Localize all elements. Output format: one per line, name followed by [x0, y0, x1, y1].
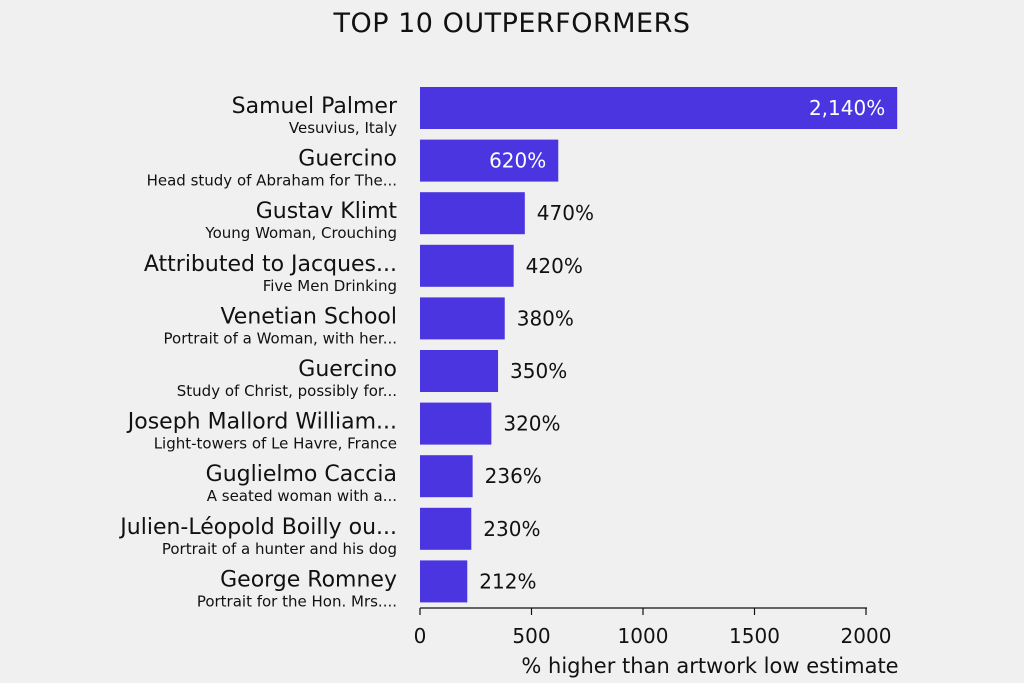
- data-label: 236%: [485, 464, 542, 488]
- bar: [420, 507, 472, 550]
- x-tick-label: 0: [414, 624, 427, 648]
- category-work-label: A seated woman with a...: [207, 487, 397, 505]
- category-work-label: Portrait of a hunter and his dog: [162, 540, 397, 558]
- category-work-label: Portrait for the Hon. Mrs....: [197, 592, 397, 610]
- category-work-label: Vesuvius, Italy: [289, 119, 397, 137]
- bar: [420, 402, 492, 445]
- bar: [420, 87, 898, 129]
- bar: [420, 455, 473, 498]
- data-label: 470%: [537, 201, 594, 225]
- x-axis-label: % higher than artwork low estimate: [521, 654, 898, 678]
- chart-title: TOP 10 OUTPERFORMERS: [333, 8, 691, 39]
- data-label: 320%: [503, 412, 560, 436]
- x-tick-label: 2000: [841, 624, 892, 648]
- bar: [420, 139, 559, 182]
- x-tick-label: 1500: [729, 624, 780, 648]
- category-work-label: Light-towers of Le Havre, France: [154, 435, 397, 453]
- category-work-label: Five Men Drinking: [263, 277, 397, 295]
- category-artist-label: Julien-Léopold Boilly ou...: [118, 515, 397, 540]
- x-tick-label: 1000: [618, 624, 669, 648]
- data-label: 420%: [526, 254, 583, 278]
- category-artist-label: Guglielmo Caccia: [206, 462, 397, 487]
- category-artist-label: Attributed to Jacques...: [144, 252, 397, 277]
- x-tick-label: 500: [512, 624, 550, 648]
- bar: [420, 192, 525, 235]
- data-label: 620%: [489, 149, 546, 173]
- category-work-label: Young Woman, Crouching: [204, 224, 397, 242]
- data-label: 380%: [517, 306, 574, 330]
- data-label: 350%: [510, 359, 567, 383]
- data-label: 212%: [479, 569, 536, 593]
- category-artist-label: Joseph Mallord William...: [126, 410, 397, 435]
- category-artist-label: Guercino: [298, 147, 397, 172]
- category-artist-label: Venetian School: [220, 304, 397, 329]
- category-artist-label: Samuel Palmer: [232, 94, 398, 119]
- bar: [420, 244, 514, 287]
- data-label: 230%: [483, 517, 540, 541]
- bar: [420, 297, 505, 340]
- category-artist-label: Gustav Klimt: [256, 199, 398, 224]
- category-work-label: Study of Christ, possibly for...: [177, 382, 397, 400]
- category-artist-label: George Romney: [220, 567, 397, 592]
- category-work-label: Portrait of a Woman, with her...: [164, 329, 398, 347]
- bar: [420, 350, 499, 392]
- bar: [420, 560, 468, 603]
- category-work-label: Head study of Abraham for The...: [147, 172, 397, 190]
- data-label: 2,140%: [809, 96, 885, 120]
- category-artist-label: Guercino: [298, 357, 397, 382]
